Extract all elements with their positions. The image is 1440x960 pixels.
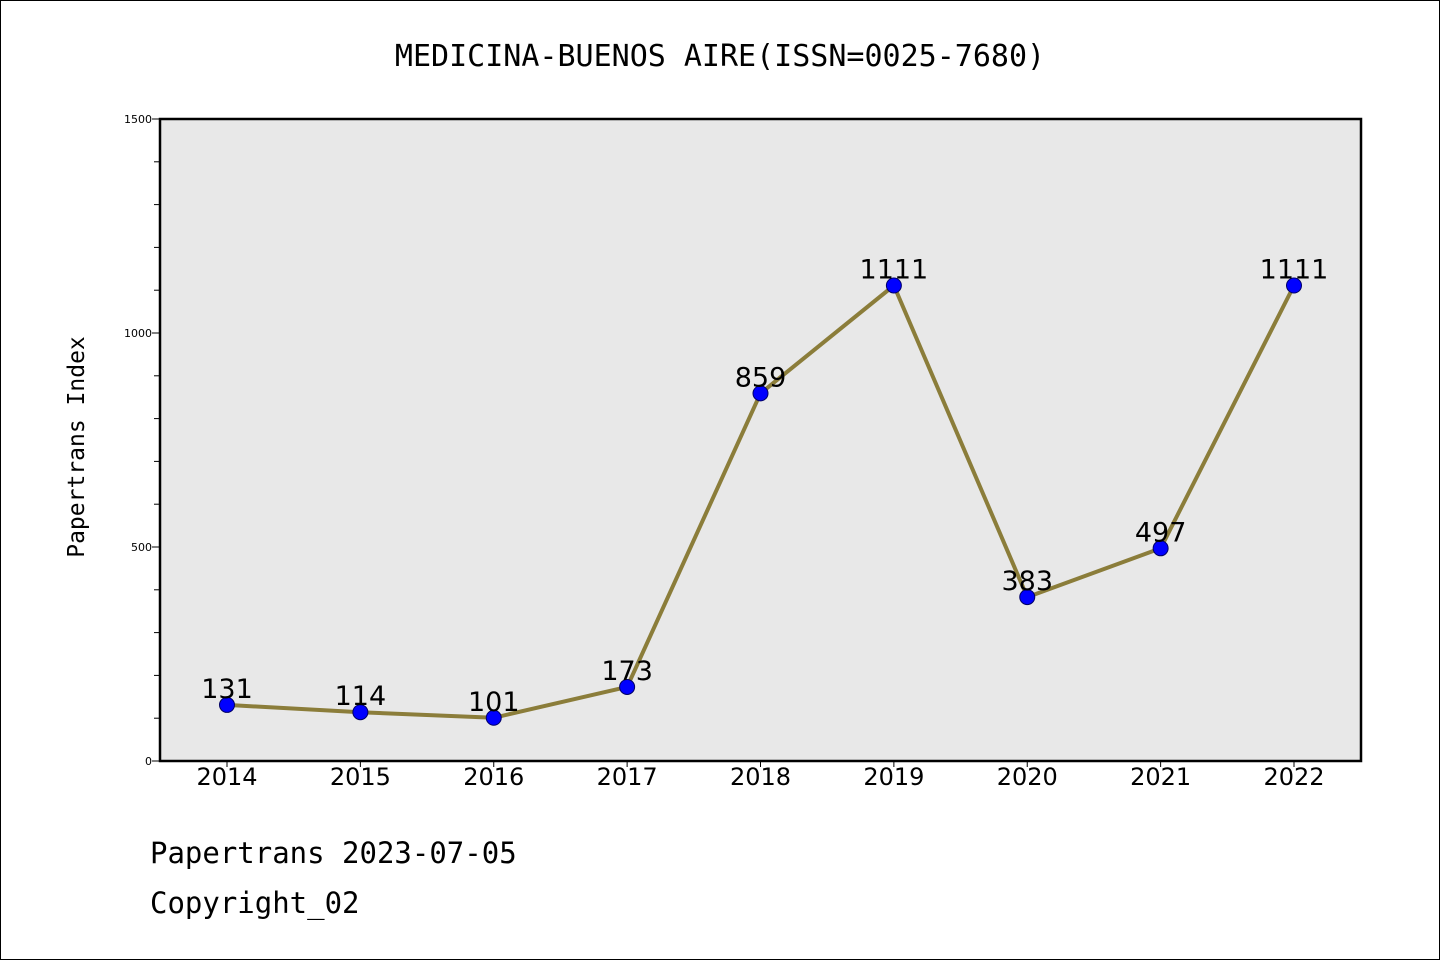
data-point: [1152, 540, 1169, 557]
y-tick-label: 0: [145, 755, 152, 768]
data-label: 383: [1001, 566, 1053, 597]
x-tick-label: 2014: [196, 763, 257, 791]
y-tick-label: 1000: [124, 327, 152, 340]
x-tick-label: 2021: [1130, 763, 1191, 791]
footer-copyright: Copyright_02: [150, 886, 360, 920]
y-tick-label: 500: [131, 541, 152, 554]
data-label: 497: [1135, 517, 1187, 548]
data-point: [619, 678, 636, 695]
data-point: [752, 385, 769, 402]
x-tick-label: 2022: [1263, 763, 1324, 791]
data-point: [1286, 277, 1302, 294]
x-tick-label: 2018: [730, 763, 791, 791]
y-axis: 0 500 1000 1500: [124, 113, 160, 768]
footer-date: Papertrans 2023-07-05: [150, 836, 517, 870]
chart-title: MEDICINA-BUENOS AIRE(ISSN=0025-7680): [395, 39, 1045, 74]
data-label: 173: [601, 656, 653, 687]
x-tick-label: 2020: [997, 763, 1058, 791]
x-tick-label: 2017: [597, 763, 658, 791]
plot-area: [158, 117, 1363, 763]
x-tick-label: 2015: [330, 763, 391, 791]
data-label: 101: [468, 687, 520, 718]
x-tick-label: 2016: [463, 763, 524, 791]
data-label: 1111: [860, 254, 929, 285]
data-label: 131: [201, 674, 253, 705]
y-tick-label: 1500: [124, 113, 152, 126]
data-label: 114: [335, 681, 387, 712]
x-axis: 2014 2015 2016 2017 2018 2019 2020 2021 2022: [196, 761, 1325, 791]
data-point: [885, 277, 902, 294]
data-point: [352, 704, 369, 721]
series-layer: 131 114 101 173 859 1111 383 497 1111: [201, 254, 1329, 726]
data-label: 1111: [1260, 254, 1329, 285]
data-point: [485, 709, 502, 726]
data-label: 859: [735, 362, 787, 393]
x-tick-label: 2019: [863, 763, 924, 791]
data-point: [1019, 589, 1036, 606]
y-axis-label: Papertrans Index: [64, 336, 90, 558]
data-point: [219, 696, 235, 713]
